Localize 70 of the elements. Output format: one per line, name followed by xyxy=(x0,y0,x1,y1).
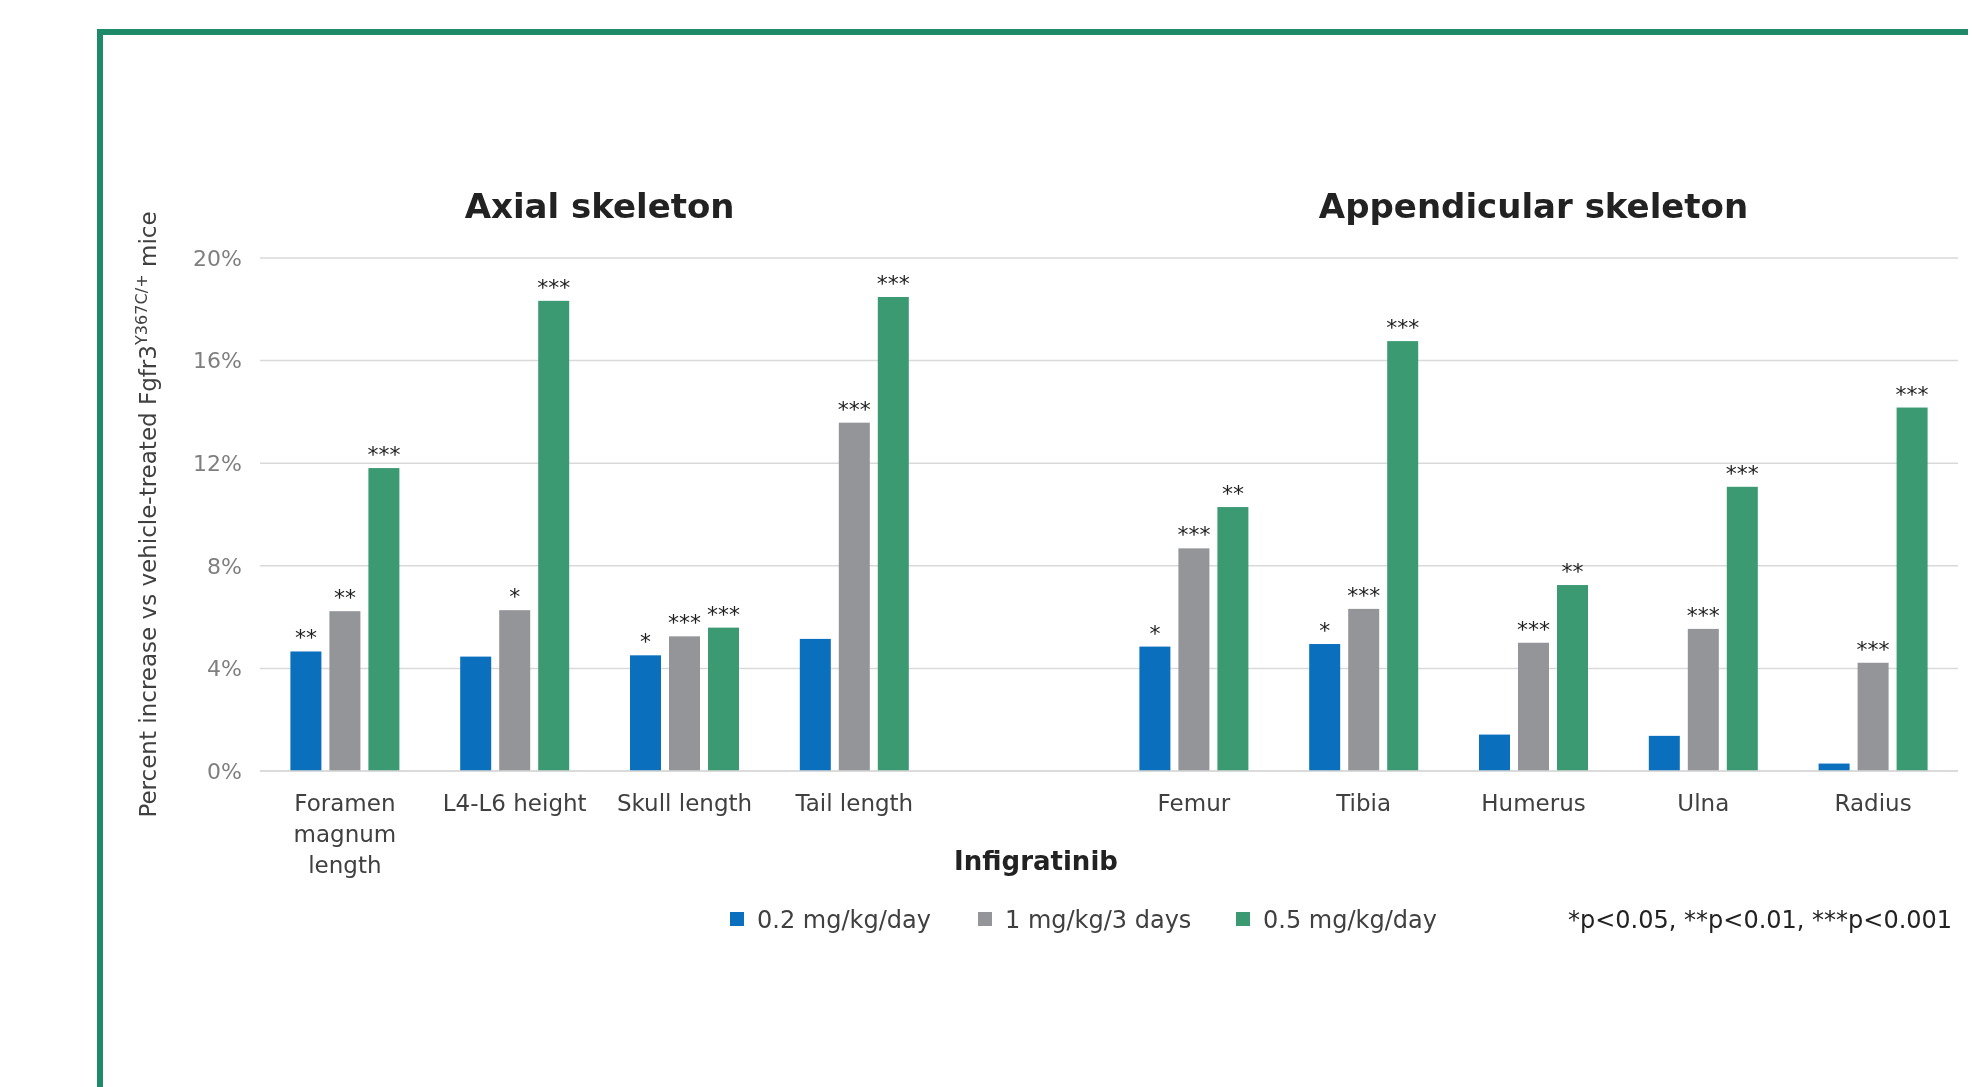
bar xyxy=(877,296,909,771)
data-label: ** xyxy=(294,625,317,651)
bar xyxy=(1896,407,1928,771)
bar xyxy=(1857,662,1889,771)
data-label: ** xyxy=(1221,481,1244,507)
bar xyxy=(1217,507,1249,771)
bar xyxy=(1687,628,1719,771)
data-label: *** xyxy=(1725,460,1759,486)
legend-label: 0.2 mg/kg/day xyxy=(757,906,931,935)
bar xyxy=(799,638,831,771)
data-label: * xyxy=(1149,620,1161,646)
y-tick-label: 8% xyxy=(207,553,242,579)
text: Appendicular skeleton xyxy=(1318,186,1749,226)
x-tick-label: Femur xyxy=(1157,790,1231,816)
data-label: *** xyxy=(1856,636,1890,662)
bar xyxy=(838,422,870,771)
data-label: *** xyxy=(1686,602,1720,628)
bar xyxy=(630,655,661,771)
data-label: *** xyxy=(1386,315,1420,341)
bar xyxy=(1309,644,1341,771)
bar xyxy=(499,610,531,771)
text: *p<0.05, **p<0.01, ***p<0.001 xyxy=(1568,906,1953,935)
bar xyxy=(1387,341,1419,771)
x-tick-label: Humerus xyxy=(1481,790,1586,816)
data-label: *** xyxy=(668,610,701,636)
y-tick-label: 0% xyxy=(207,758,242,784)
y-tick-label: 20% xyxy=(193,245,242,271)
x-tick-label: Radius xyxy=(1834,790,1912,816)
legend-label: 1 mg/kg/3 days xyxy=(1005,906,1192,935)
bar xyxy=(538,300,570,771)
x-tick-label: Foramen magnum length xyxy=(293,790,397,878)
bar xyxy=(1726,486,1758,771)
bar xyxy=(368,468,400,771)
y-tick-label: 12% xyxy=(193,450,242,476)
bar xyxy=(1518,642,1549,771)
bar xyxy=(708,627,739,771)
bar xyxy=(669,636,700,771)
bar xyxy=(1557,585,1588,771)
data-label: *** xyxy=(1347,582,1381,608)
x-tick-label: Ulna xyxy=(1677,790,1730,816)
bar xyxy=(1479,734,1510,771)
bar xyxy=(290,651,322,771)
data-label: ** xyxy=(1561,559,1584,585)
data-label: *** xyxy=(1895,381,1929,407)
data-label: *** xyxy=(367,442,401,468)
x-tick-label: Skull length xyxy=(616,790,753,816)
data-label: * xyxy=(640,629,651,655)
data-label: *** xyxy=(1517,616,1550,642)
data-label: *** xyxy=(876,270,910,296)
data-label: *** xyxy=(537,274,571,300)
bar xyxy=(1648,735,1680,771)
text: Axial skeleton xyxy=(464,186,735,226)
y-tick-label: 16% xyxy=(193,348,242,374)
x-tick-label: L4-L6 height xyxy=(442,790,587,816)
bar xyxy=(329,611,361,771)
data-label: *** xyxy=(1177,522,1211,548)
bar xyxy=(1139,646,1171,771)
y-tick-label: 4% xyxy=(207,656,242,682)
x-tick-label: Tibia xyxy=(1335,790,1392,816)
data-label: ** xyxy=(333,585,356,611)
data-label: * xyxy=(1319,618,1331,644)
bar xyxy=(1348,608,1380,771)
x-axis-title: Infigratinib xyxy=(954,846,1118,876)
data-label: *** xyxy=(707,601,740,627)
legend-label: 0.5 mg/kg/day xyxy=(1263,906,1437,935)
data-label: *** xyxy=(837,396,871,422)
bar xyxy=(460,656,492,771)
x-tick-label: Tail length xyxy=(794,790,914,816)
data-label: * xyxy=(509,584,521,610)
bar xyxy=(1178,548,1210,771)
